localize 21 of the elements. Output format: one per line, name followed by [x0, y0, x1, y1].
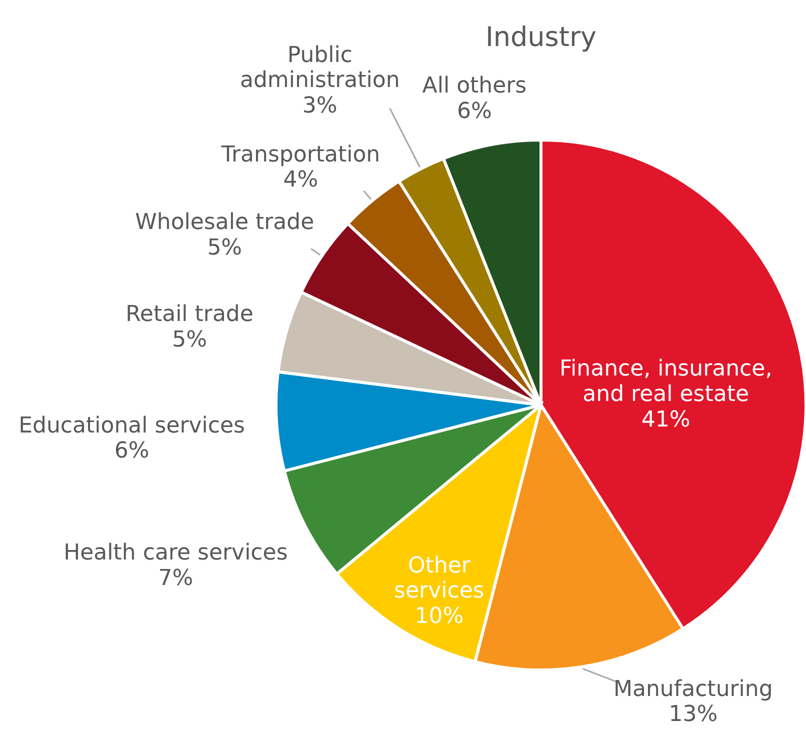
data-label: 41%	[641, 407, 690, 432]
data-label: 6%	[457, 98, 492, 124]
slice-label: Public administration	[240, 42, 400, 94]
slice-label: Manufacturing	[614, 676, 773, 702]
slice-label: Finance, insurance, and real estate	[559, 356, 772, 408]
data-label: 5%	[207, 235, 242, 260]
slice-label: All others	[422, 73, 527, 98]
data-label: 3%	[302, 93, 338, 118]
data-label: 6%	[114, 438, 150, 464]
data-label: 7%	[158, 566, 194, 591]
slice-label: Health care services	[64, 540, 288, 566]
chart-title: Industry	[485, 22, 597, 53]
data-label: 5%	[172, 328, 207, 353]
data-label: 13%	[668, 702, 718, 728]
slice-label: Other services	[394, 553, 484, 604]
slice-label: Educational services	[18, 413, 246, 438]
slice-label: Transportation	[220, 142, 380, 168]
data-label: 4%	[283, 168, 318, 193]
data-label: 10%	[414, 604, 464, 630]
slice-label: Wholesale trade	[135, 210, 314, 236]
slice-label: Retail trade	[126, 302, 254, 328]
